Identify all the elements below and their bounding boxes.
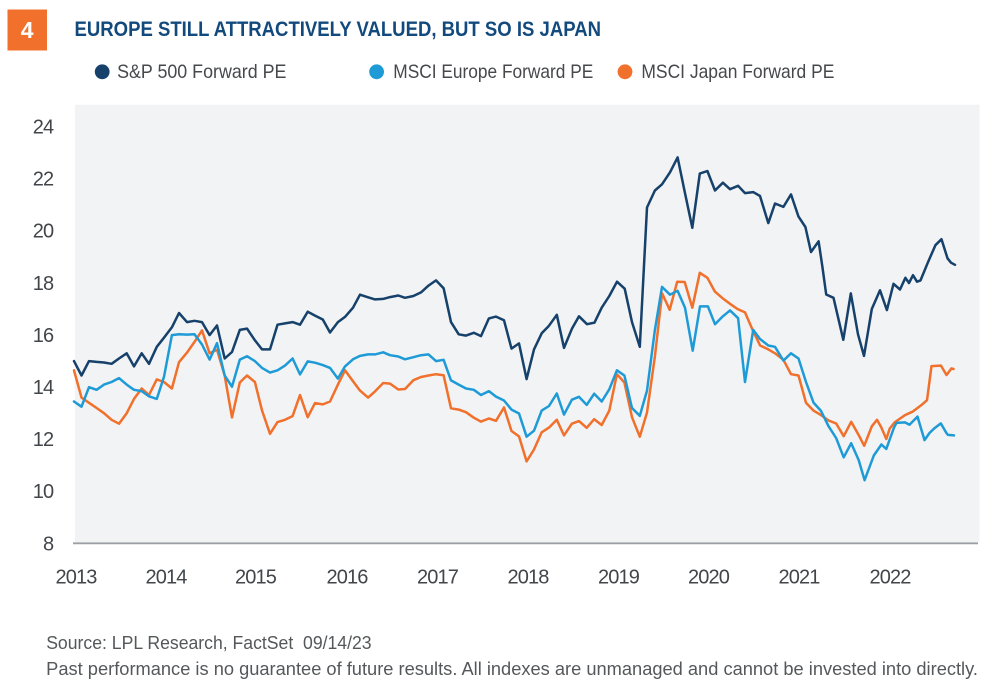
svg-text:4: 4	[21, 17, 34, 43]
svg-text:20: 20	[33, 221, 54, 243]
svg-text:16: 16	[33, 325, 54, 347]
svg-text:18: 18	[33, 273, 54, 295]
svg-text:2020: 2020	[688, 567, 730, 589]
svg-text:2022: 2022	[870, 567, 912, 589]
svg-text:EUROPE STILL ATTRACTIVELY VALU: EUROPE STILL ATTRACTIVELY VALUED, BUT SO…	[75, 17, 602, 41]
svg-text:2019: 2019	[598, 567, 640, 589]
svg-text:2021: 2021	[779, 567, 821, 589]
svg-text:MSCI Europe Forward PE: MSCI Europe Forward PE	[393, 61, 593, 83]
svg-text:8: 8	[43, 533, 54, 555]
svg-text:Source: LPL Research, FactSet: Source: LPL Research, FactSet 09/14/23	[46, 633, 371, 653]
svg-text:MSCI Japan Forward PE: MSCI Japan Forward PE	[641, 61, 834, 83]
svg-text:2013: 2013	[56, 567, 98, 589]
svg-text:2014: 2014	[146, 567, 188, 589]
svg-text:12: 12	[33, 429, 54, 451]
svg-text:10: 10	[33, 481, 54, 503]
svg-text:2015: 2015	[235, 567, 277, 589]
svg-text:24: 24	[33, 117, 54, 139]
svg-text:22: 22	[33, 169, 54, 191]
svg-text:2017: 2017	[417, 567, 459, 589]
svg-text:2016: 2016	[327, 567, 369, 589]
svg-text:Past performance is no guarant: Past performance is no guarantee of futu…	[46, 659, 978, 679]
svg-text:S&P 500 Forward PE: S&P 500 Forward PE	[117, 61, 286, 83]
svg-text:2018: 2018	[508, 567, 550, 589]
svg-text:14: 14	[33, 377, 54, 399]
